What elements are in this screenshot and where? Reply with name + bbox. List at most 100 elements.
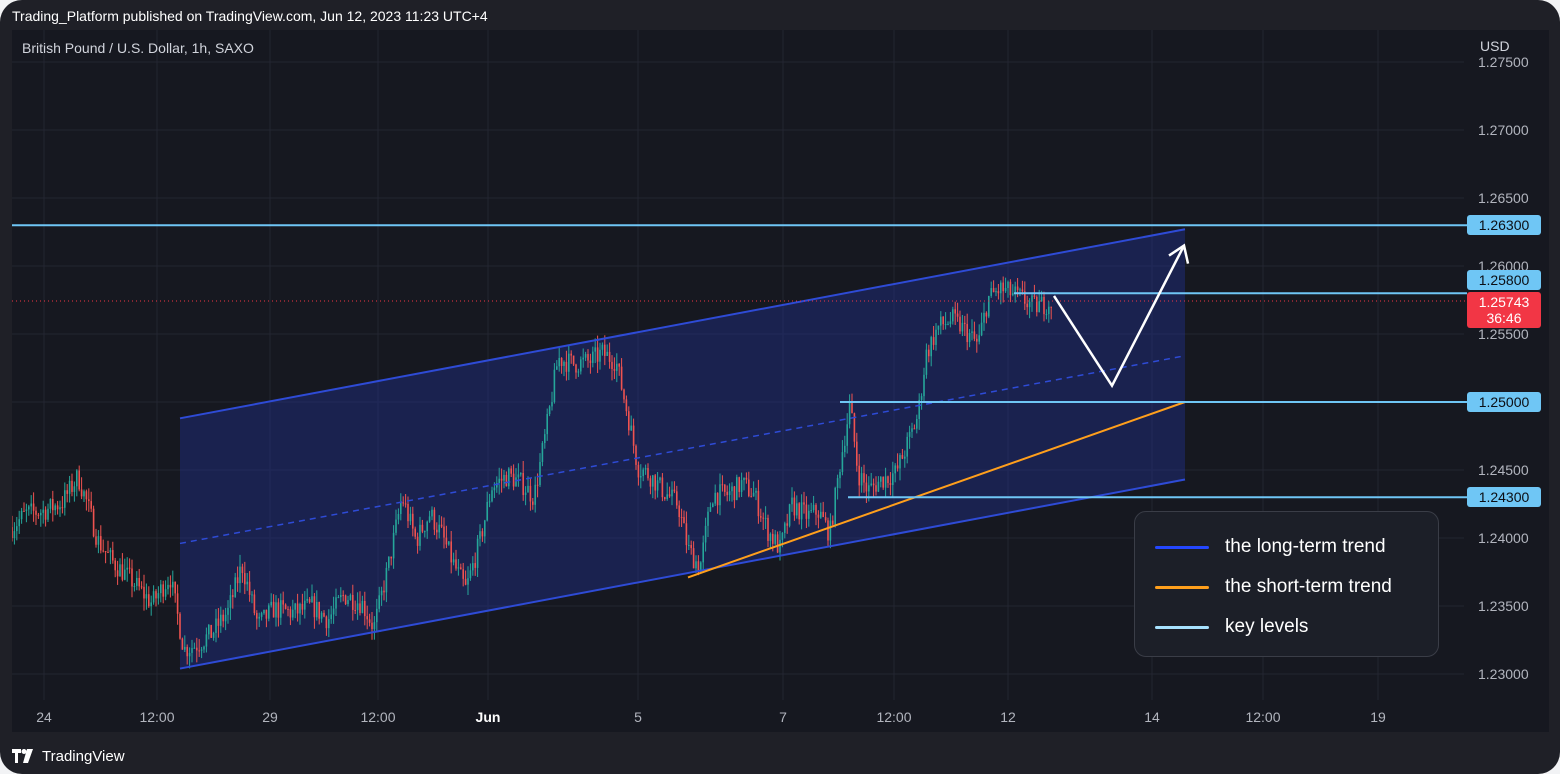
candle-body <box>85 491 88 500</box>
candle-body <box>620 366 623 390</box>
candle-body <box>56 505 59 510</box>
candle-body <box>721 484 724 486</box>
price-label-level-2: 1.25800 <box>1467 270 1541 290</box>
candle-body <box>232 595 234 597</box>
y-tick-label: 1.26500 <box>1478 190 1529 206</box>
footer-branding[interactable]: TradingView <box>12 744 125 768</box>
candle-body <box>1050 306 1052 308</box>
candle-body <box>203 646 205 650</box>
y-tick-label: 1.27500 <box>1478 54 1529 70</box>
candle-body <box>647 468 649 479</box>
legend-label-key-levels: key levels <box>1225 616 1309 637</box>
candle-body <box>805 504 808 519</box>
candle-body <box>244 573 246 585</box>
candle-body <box>928 349 930 357</box>
candle-body <box>745 477 748 480</box>
candle-body <box>524 492 527 495</box>
candle-body <box>860 473 863 486</box>
candle-body <box>409 513 412 522</box>
candle-body <box>294 603 296 610</box>
candle-body <box>349 594 352 601</box>
candle-body <box>522 473 524 495</box>
candle-body <box>90 501 92 509</box>
candle-body <box>546 414 548 435</box>
candle-body <box>313 596 316 618</box>
candle-body <box>438 524 440 533</box>
candle-body <box>956 313 959 317</box>
y-tick-label: 1.24000 <box>1478 530 1529 546</box>
candle-body <box>712 503 714 508</box>
candle-body <box>848 402 851 425</box>
candle-body <box>954 309 956 314</box>
candle-body <box>359 603 361 614</box>
candle-body <box>762 517 764 519</box>
candle-body <box>76 470 78 487</box>
candle-body <box>164 589 167 597</box>
candle-body <box>373 622 376 630</box>
y-tick-label: 1.25500 <box>1478 326 1529 342</box>
candle-body <box>179 613 181 639</box>
candle-body <box>462 569 464 579</box>
legend-item-long-term: the long-term trend <box>1155 536 1386 558</box>
candle-body <box>510 468 512 474</box>
candle-body <box>534 484 536 505</box>
candle-body <box>774 534 776 544</box>
candle-body <box>80 489 83 497</box>
candle-body <box>162 584 164 597</box>
candle-body <box>539 461 541 486</box>
x-tick-label: 12 <box>1000 709 1016 725</box>
candle-body <box>810 510 812 512</box>
candle-body <box>608 351 611 362</box>
candle-body <box>800 502 803 520</box>
candle-body <box>426 521 428 532</box>
candle-body <box>695 561 697 569</box>
candle-body <box>160 584 162 594</box>
candle-body <box>532 501 534 505</box>
candle-body <box>47 508 49 520</box>
candle-body <box>575 364 577 373</box>
candle-body <box>839 471 841 479</box>
candle-body <box>148 594 150 607</box>
candle-body <box>736 477 738 501</box>
candle-body <box>666 494 668 499</box>
candle-body <box>138 577 140 587</box>
candle-body <box>152 591 155 603</box>
candle-body <box>220 614 222 626</box>
x-tick-label: 19 <box>1370 709 1386 725</box>
candle-body <box>580 359 582 372</box>
candle-body <box>299 603 301 614</box>
candle-body <box>750 496 752 498</box>
candle-body <box>460 567 462 570</box>
candle-body <box>296 603 299 614</box>
candle-body <box>757 490 760 517</box>
candle-body <box>558 357 560 367</box>
candle-body <box>340 595 342 598</box>
candle-body <box>450 541 452 563</box>
candle-body <box>808 510 810 519</box>
candle-body <box>419 524 421 546</box>
candle-body <box>944 323 947 325</box>
candle-body <box>520 473 522 475</box>
candle-body <box>95 536 97 545</box>
candle-body <box>961 322 964 332</box>
candle-body <box>1009 281 1012 296</box>
candle-body <box>169 584 172 588</box>
candle-body <box>421 524 424 532</box>
candle-body <box>685 523 688 546</box>
candle-body <box>853 413 856 442</box>
candle-body <box>287 608 289 610</box>
candle-body <box>378 595 380 609</box>
candle-body <box>260 613 263 617</box>
projection-arrow-head <box>1168 243 1190 264</box>
publication-info: Trading_Platform published on TradingVie… <box>12 8 488 24</box>
candle-body <box>342 595 344 597</box>
candle-body <box>335 597 337 609</box>
candle-body <box>1016 286 1019 291</box>
candle-body <box>851 402 853 414</box>
candle-body <box>239 566 241 584</box>
candle-body <box>930 337 932 357</box>
candle-body <box>906 436 908 457</box>
candle-body <box>980 322 983 336</box>
candle-body <box>572 355 575 365</box>
